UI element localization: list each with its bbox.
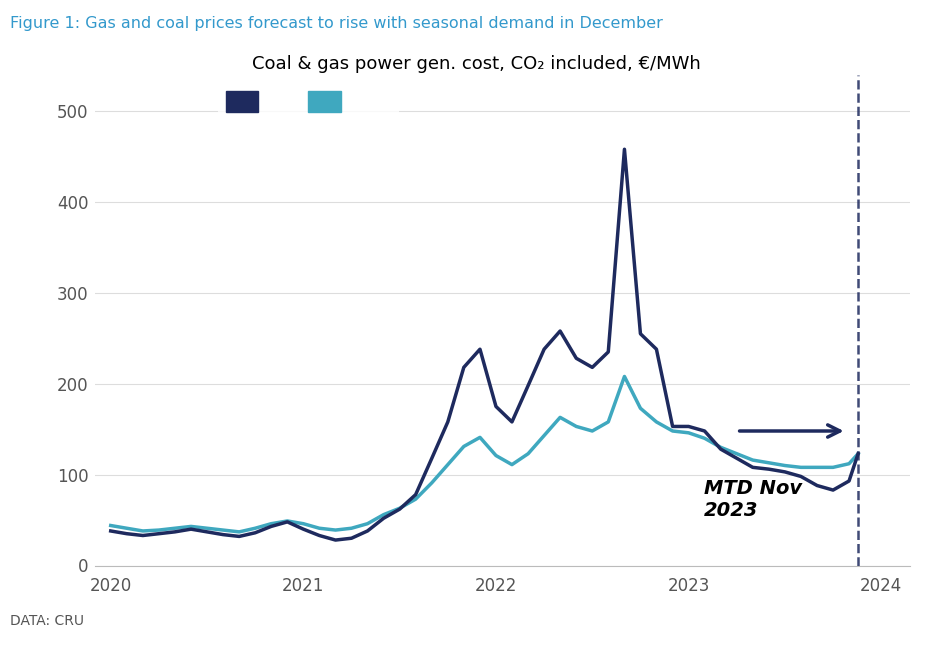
Legend: Gas, Coal: Gas, Coal: [218, 84, 399, 119]
Text: MTD Nov
2023: MTD Nov 2023: [704, 479, 802, 520]
Text: Figure 1: Gas and coal prices forecast to rise with seasonal demand in December: Figure 1: Gas and coal prices forecast t…: [10, 16, 662, 31]
Text: DATA: CRU: DATA: CRU: [10, 614, 84, 629]
Text: Coal & gas power gen. cost, CO₂ included, €/MWh: Coal & gas power gen. cost, CO₂ included…: [252, 55, 700, 73]
